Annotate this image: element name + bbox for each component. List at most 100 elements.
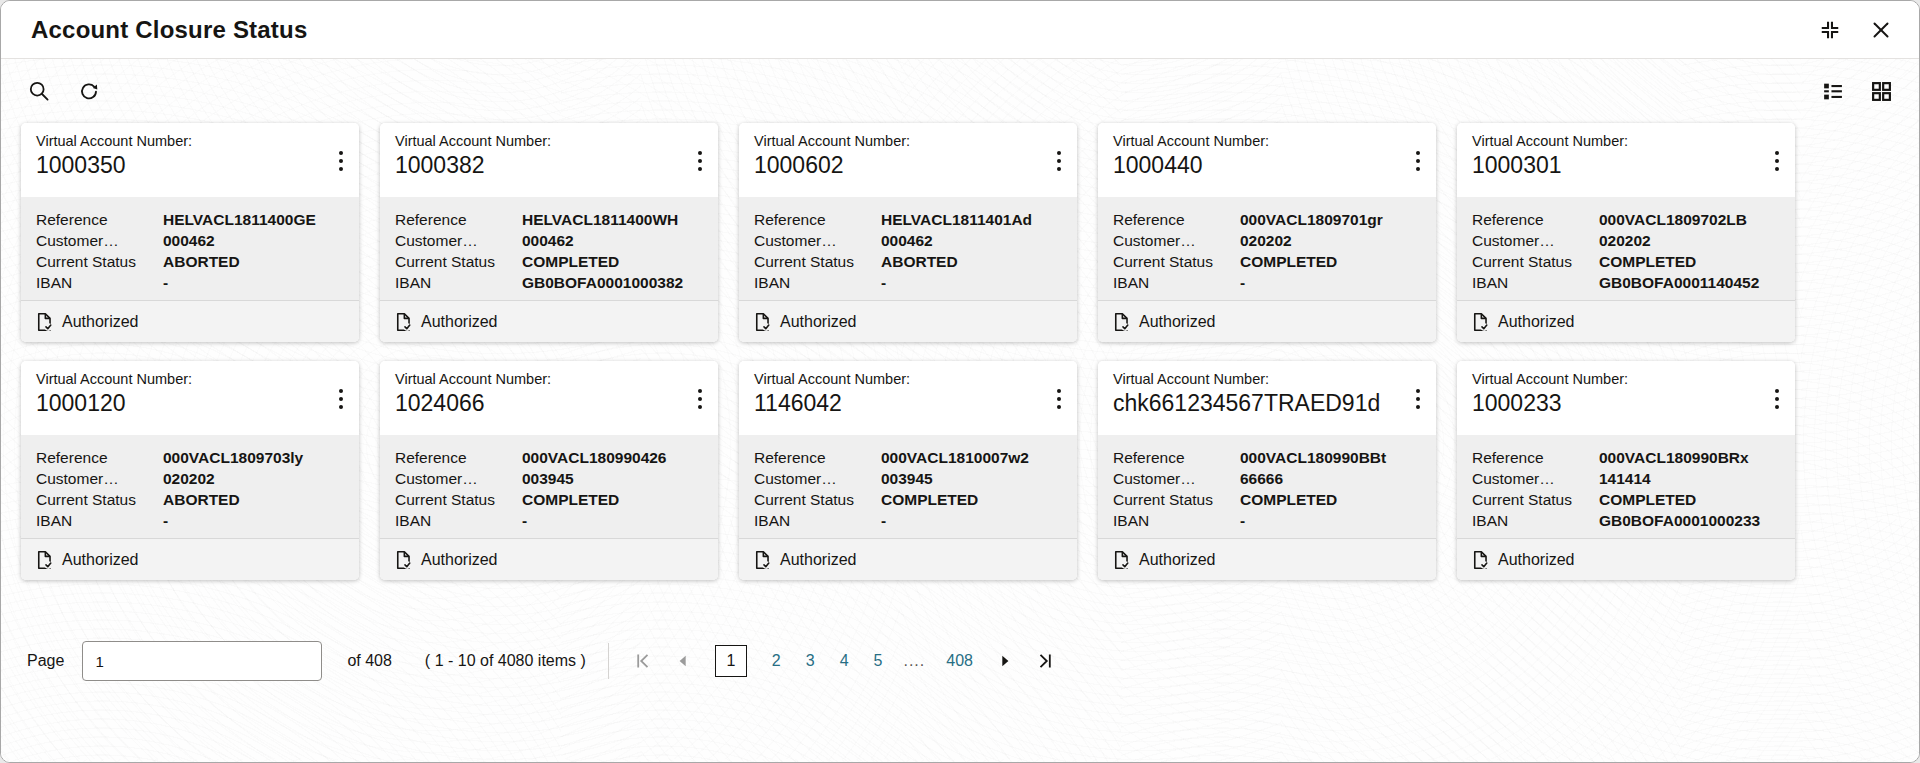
current-status-label: Current Status (754, 251, 877, 272)
card-footer: Authorized (1457, 300, 1795, 342)
page-link-5[interactable]: 5 (868, 652, 889, 670)
current-status-value: COMPLETED (1599, 489, 1780, 510)
current-page[interactable]: 1 (715, 645, 747, 677)
card-header: Virtual Account Number: 1000233 (1457, 361, 1795, 435)
iban-value: GB0BOFA0001000233 (1599, 510, 1780, 531)
reference-value: HELVACL1811401Ad (881, 209, 1062, 230)
account-card[interactable]: Virtual Account Number: 1024066 Referenc… (380, 361, 718, 580)
virtual-account-number-value: 1000120 (36, 390, 319, 417)
virtual-account-number-label: Virtual Account Number: (1113, 371, 1396, 387)
virtual-account-number-label: Virtual Account Number: (395, 371, 678, 387)
virtual-account-number-value: 1000233 (1472, 390, 1755, 417)
current-status-value: ABORTED (881, 251, 1062, 272)
card-footer: Authorized (739, 538, 1077, 580)
card-footer: Authorized (1098, 538, 1436, 580)
card-header: Virtual Account Number: 1000350 (21, 123, 359, 197)
account-card[interactable]: Virtual Account Number: 1146042 Referenc… (739, 361, 1077, 580)
iban-value: GB0BOFA0001140452 (1599, 272, 1780, 293)
card-header: Virtual Account Number: 1000602 (739, 123, 1077, 197)
iban-label: IBAN (395, 272, 518, 293)
grid-view-icon[interactable] (1868, 78, 1895, 105)
authorization-status: Authorized (62, 313, 139, 331)
reference-value: 000VACL1809701gr (1240, 209, 1421, 230)
reference-label: Reference (754, 447, 877, 468)
last-page-icon[interactable] (1031, 647, 1059, 675)
account-card[interactable]: Virtual Account Number: 1000602 Referenc… (739, 123, 1077, 342)
page-link-last[interactable]: 408 (940, 652, 979, 670)
search-icon[interactable] (25, 77, 53, 105)
page-title: Account Closure Status (31, 16, 307, 44)
pagination-divider (608, 643, 609, 679)
card-menu-icon[interactable] (1769, 383, 1785, 415)
account-card[interactable]: Virtual Account Number: 1000350 Referenc… (21, 123, 359, 342)
titlebar: Account Closure Status (1, 1, 1919, 59)
card-menu-icon[interactable] (1769, 145, 1785, 177)
iban-value: - (1240, 510, 1421, 531)
virtual-account-number-label: Virtual Account Number: (1113, 133, 1396, 149)
authorized-document-icon (36, 550, 53, 570)
account-card[interactable]: Virtual Account Number: 1000440 Referenc… (1098, 123, 1436, 342)
current-status-label: Current Status (36, 489, 159, 510)
authorization-status: Authorized (1498, 551, 1575, 569)
authorization-status: Authorized (1139, 313, 1216, 331)
customer-value: 003945 (881, 468, 1062, 489)
card-menu-icon[interactable] (1410, 383, 1426, 415)
current-status-label: Current Status (395, 251, 518, 272)
first-page-icon[interactable] (629, 647, 657, 675)
authorization-status: Authorized (1139, 551, 1216, 569)
account-card[interactable]: Virtual Account Number: chk661234567TRAE… (1098, 361, 1436, 580)
card-menu-icon[interactable] (333, 383, 349, 415)
authorization-status: Authorized (421, 551, 498, 569)
account-card[interactable]: Virtual Account Number: 1000301 Referenc… (1457, 123, 1795, 342)
current-status-label: Current Status (1113, 251, 1236, 272)
account-card[interactable]: Virtual Account Number: 1000382 Referenc… (380, 123, 718, 342)
refresh-icon[interactable] (75, 77, 103, 105)
page-link-3[interactable]: 3 (800, 652, 821, 670)
account-card[interactable]: Virtual Account Number: 1000120 Referenc… (21, 361, 359, 580)
card-details: Reference HELVACL1811401Ad Customer… 000… (739, 197, 1077, 300)
account-card[interactable]: Virtual Account Number: 1000233 Referenc… (1457, 361, 1795, 580)
page-number-input[interactable] (82, 641, 322, 681)
iban-label: IBAN (36, 272, 159, 293)
virtual-account-number-label: Virtual Account Number: (754, 133, 1037, 149)
content-area: Virtual Account Number: 1000350 Referenc… (1, 59, 1919, 762)
card-header: Virtual Account Number: chk661234567TRAE… (1098, 361, 1436, 435)
restore-window-icon[interactable] (1817, 17, 1843, 43)
page-link-2[interactable]: 2 (766, 652, 787, 670)
pager-controls: 1 2 3 4 5 .... 408 (629, 645, 1059, 677)
account-closure-status-window: Account Closure Status (0, 0, 1920, 763)
customer-value: 020202 (163, 468, 344, 489)
current-status-label: Current Status (1113, 489, 1236, 510)
iban-label: IBAN (395, 510, 518, 531)
customer-value: 003945 (522, 468, 703, 489)
iban-value: GB0BOFA0001000382 (522, 272, 703, 293)
previous-page-icon[interactable] (670, 648, 696, 674)
card-details: Reference 000VACL180990426 Customer… 003… (380, 435, 718, 538)
next-page-icon[interactable] (992, 648, 1018, 674)
cards-grid: Virtual Account Number: 1000350 Referenc… (21, 123, 1899, 580)
reference-value: 000VACL1809702LB (1599, 209, 1780, 230)
current-status-label: Current Status (1472, 489, 1595, 510)
customer-label: Customer… (754, 230, 877, 251)
close-icon[interactable] (1869, 18, 1893, 42)
iban-label: IBAN (1472, 510, 1595, 531)
card-details: Reference 000VACL180990BBt Customer… 666… (1098, 435, 1436, 538)
card-menu-icon[interactable] (1410, 145, 1426, 177)
customer-label: Customer… (395, 230, 518, 251)
customer-label: Customer… (1472, 230, 1595, 251)
page-link-4[interactable]: 4 (834, 652, 855, 670)
reference-value: 000VACL180990BBt (1240, 447, 1421, 468)
iban-value: - (163, 510, 344, 531)
iban-label: IBAN (36, 510, 159, 531)
card-menu-icon[interactable] (1051, 383, 1067, 415)
list-view-icon[interactable] (1819, 78, 1846, 105)
card-menu-icon[interactable] (1051, 145, 1067, 177)
card-menu-icon[interactable] (692, 383, 708, 415)
virtual-account-number-value: 1000602 (754, 152, 1037, 179)
card-menu-icon[interactable] (333, 145, 349, 177)
virtual-account-number-label: Virtual Account Number: (36, 371, 319, 387)
card-header: Virtual Account Number: 1024066 (380, 361, 718, 435)
iban-label: IBAN (754, 510, 877, 531)
card-menu-icon[interactable] (692, 145, 708, 177)
card-footer: Authorized (380, 538, 718, 580)
